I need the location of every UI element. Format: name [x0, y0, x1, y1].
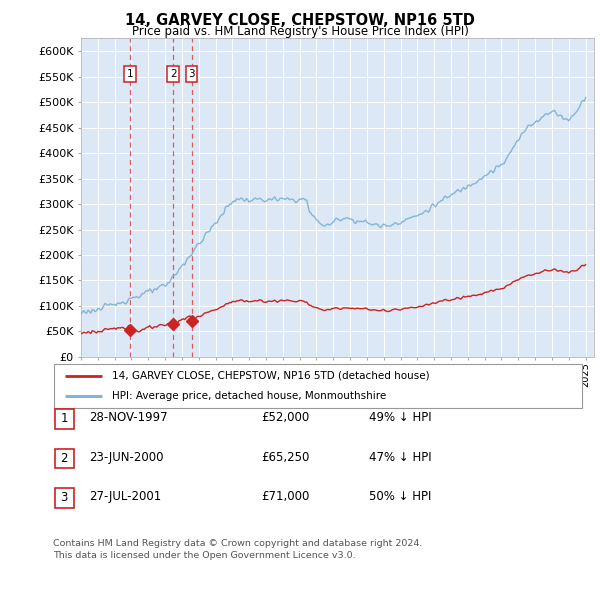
Text: 3: 3 — [188, 69, 195, 79]
Text: 2: 2 — [170, 69, 176, 79]
Text: HPI: Average price, detached house, Monmouthshire: HPI: Average price, detached house, Monm… — [112, 391, 386, 401]
Text: 23-JUN-2000: 23-JUN-2000 — [89, 451, 163, 464]
Text: 14, GARVEY CLOSE, CHEPSTOW, NP16 5TD (detached house): 14, GARVEY CLOSE, CHEPSTOW, NP16 5TD (de… — [112, 371, 430, 381]
Text: £71,000: £71,000 — [261, 490, 310, 503]
Text: 3: 3 — [61, 491, 68, 504]
Text: This data is licensed under the Open Government Licence v3.0.: This data is licensed under the Open Gov… — [53, 552, 355, 560]
Text: £65,250: £65,250 — [261, 451, 310, 464]
Text: Contains HM Land Registry data © Crown copyright and database right 2024.: Contains HM Land Registry data © Crown c… — [53, 539, 422, 548]
Text: 47% ↓ HPI: 47% ↓ HPI — [369, 451, 431, 464]
Text: Price paid vs. HM Land Registry's House Price Index (HPI): Price paid vs. HM Land Registry's House … — [131, 25, 469, 38]
Text: 28-NOV-1997: 28-NOV-1997 — [89, 411, 167, 424]
Text: 1: 1 — [127, 69, 133, 79]
Bar — [55, 488, 74, 508]
Text: 2: 2 — [61, 452, 68, 465]
Text: 49% ↓ HPI: 49% ↓ HPI — [369, 411, 431, 424]
Bar — [55, 409, 74, 429]
Text: 50% ↓ HPI: 50% ↓ HPI — [369, 490, 431, 503]
Text: £52,000: £52,000 — [261, 411, 309, 424]
Text: 1: 1 — [61, 412, 68, 425]
Text: 27-JUL-2001: 27-JUL-2001 — [89, 490, 161, 503]
Bar — [55, 448, 74, 468]
Text: 14, GARVEY CLOSE, CHEPSTOW, NP16 5TD: 14, GARVEY CLOSE, CHEPSTOW, NP16 5TD — [125, 13, 475, 28]
